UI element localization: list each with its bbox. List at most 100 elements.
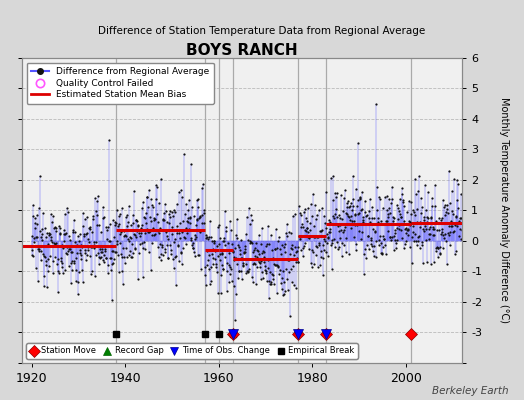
Point xyxy=(269,276,277,282)
Point xyxy=(294,258,302,265)
Point xyxy=(59,245,67,252)
Point xyxy=(239,260,247,266)
Point xyxy=(262,270,270,276)
Point xyxy=(66,246,74,252)
Point xyxy=(338,216,346,222)
Point xyxy=(361,209,369,216)
Point xyxy=(30,239,38,245)
Point xyxy=(352,247,360,253)
Point xyxy=(274,264,282,270)
Point xyxy=(457,227,466,234)
Point xyxy=(114,269,123,275)
Point xyxy=(152,211,161,217)
Point xyxy=(211,256,220,262)
Point xyxy=(302,214,310,221)
Point xyxy=(354,197,362,203)
Point xyxy=(390,232,398,239)
Point xyxy=(154,244,162,250)
Point xyxy=(350,218,358,224)
Point xyxy=(28,252,37,258)
Point xyxy=(344,251,353,258)
Point xyxy=(241,243,249,249)
Point xyxy=(441,202,450,208)
Point xyxy=(145,249,153,256)
Point xyxy=(123,223,132,230)
Point xyxy=(351,212,359,218)
Point xyxy=(69,226,77,233)
Point xyxy=(285,269,293,276)
Point xyxy=(113,241,122,248)
Point xyxy=(49,270,58,277)
Point xyxy=(369,214,378,221)
Point xyxy=(424,188,432,195)
Point xyxy=(394,216,402,222)
Point xyxy=(236,236,245,243)
Point xyxy=(363,220,371,227)
Point xyxy=(90,239,99,245)
Point xyxy=(418,204,426,210)
Point xyxy=(382,217,390,224)
Point xyxy=(425,226,433,232)
Point xyxy=(62,250,70,257)
Point xyxy=(54,267,63,274)
Point xyxy=(355,194,364,201)
Point xyxy=(223,288,232,294)
Point xyxy=(317,228,325,234)
Point xyxy=(403,209,411,215)
Point xyxy=(230,254,238,261)
Point xyxy=(329,173,337,180)
Point xyxy=(356,193,364,200)
Point xyxy=(160,209,168,216)
Point xyxy=(342,235,351,241)
Point xyxy=(452,248,460,254)
Point xyxy=(221,254,229,260)
Point xyxy=(412,206,421,212)
Point xyxy=(406,219,414,225)
Point xyxy=(377,250,386,256)
Point xyxy=(128,219,137,226)
Point xyxy=(166,242,174,248)
Point xyxy=(216,290,225,296)
Point xyxy=(117,229,125,235)
Point xyxy=(174,242,182,248)
Point xyxy=(272,244,281,251)
Point xyxy=(451,214,460,220)
Point xyxy=(304,246,313,252)
Point xyxy=(118,254,126,260)
Point xyxy=(397,214,405,220)
Point xyxy=(339,208,347,215)
Point xyxy=(112,207,121,214)
Point xyxy=(63,205,71,212)
Point xyxy=(308,213,316,220)
Point xyxy=(150,216,159,223)
Point xyxy=(433,244,441,250)
Point xyxy=(254,248,263,254)
Point xyxy=(409,222,417,229)
Point xyxy=(397,227,406,233)
Point xyxy=(289,213,297,220)
Point xyxy=(227,241,236,247)
Point xyxy=(47,211,55,218)
Point xyxy=(96,255,104,262)
Point xyxy=(349,173,357,179)
Point xyxy=(387,200,396,207)
Point xyxy=(86,223,95,230)
Point xyxy=(261,243,270,249)
Point xyxy=(109,248,117,254)
Point xyxy=(446,222,455,229)
Point xyxy=(439,245,447,252)
Point xyxy=(51,240,60,247)
Point xyxy=(457,191,465,197)
Point xyxy=(197,266,205,272)
Point xyxy=(152,226,160,233)
Legend: Station Move, Record Gap, Time of Obs. Change, Empirical Break: Station Move, Record Gap, Time of Obs. C… xyxy=(26,343,358,359)
Point xyxy=(227,266,235,272)
Point xyxy=(193,197,202,203)
Point xyxy=(188,242,196,249)
Point xyxy=(151,182,160,188)
Point xyxy=(256,257,265,264)
Point xyxy=(230,256,238,263)
Point xyxy=(201,263,209,270)
Point xyxy=(255,259,264,265)
Point xyxy=(179,218,188,224)
